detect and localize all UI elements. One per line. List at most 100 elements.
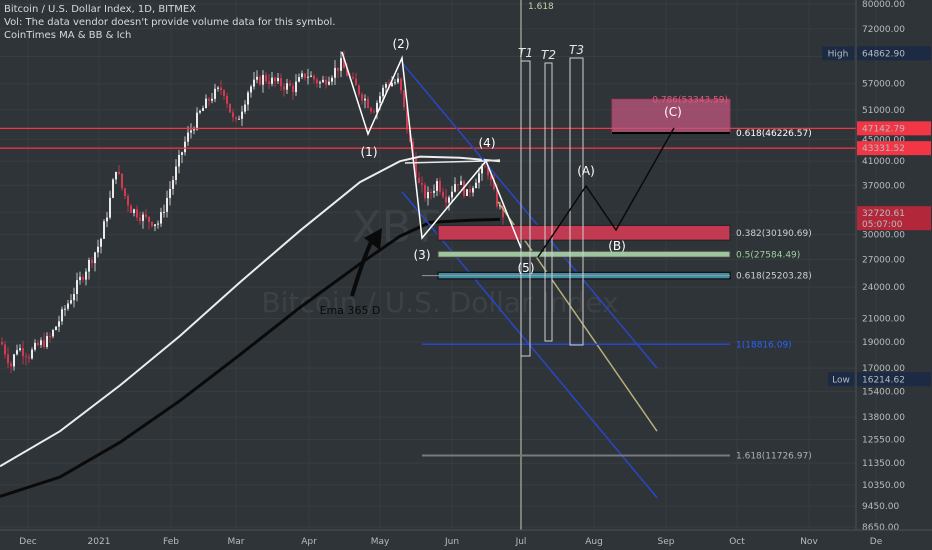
price-badge — [857, 46, 931, 61]
annotation-arrow-head — [364, 228, 382, 250]
price-axis[interactable]: 80000.0072000.0064000.0057000.0051000.00… — [822, 0, 931, 533]
candle-body — [328, 81, 330, 85]
time-axis[interactable]: Dec 2021 Feb Mar Apr May Jun Jul Aug Sep Oct Nov De — [0, 529, 932, 547]
candle-body — [190, 130, 192, 133]
candle-body — [148, 216, 150, 222]
candle-body — [16, 350, 18, 355]
candle-body — [454, 184, 456, 192]
candle-body — [52, 330, 54, 337]
time-tick-label: Feb — [163, 537, 179, 547]
candle-body — [319, 82, 321, 84]
candle-body — [109, 197, 111, 218]
candle-body — [7, 354, 9, 364]
annotation-arrow-shaft — [350, 239, 374, 297]
candle-body — [61, 309, 63, 322]
candle-body — [1, 341, 3, 345]
candle-body — [169, 188, 171, 198]
candle-body — [139, 217, 141, 221]
candle-body — [121, 173, 123, 189]
candle-body — [19, 348, 21, 351]
volume-note: Vol: The data vendor doesn't provide vol… — [4, 17, 336, 28]
candle-body — [154, 224, 156, 227]
candle-body — [439, 181, 441, 192]
candle-body — [358, 85, 360, 95]
candle-body — [391, 83, 393, 87]
candle-body — [175, 166, 177, 181]
ema-annotation-label: Ema 365 D — [320, 304, 381, 317]
candle-body — [166, 197, 168, 212]
candle-body — [310, 75, 312, 77]
candle-body — [496, 188, 498, 207]
candle-body — [277, 77, 279, 82]
candle-body — [397, 78, 399, 83]
time-box-label: T2 — [541, 48, 556, 62]
candle-body — [466, 189, 468, 196]
candle-body — [100, 238, 102, 247]
candle-body — [301, 73, 303, 78]
price-tick-label: 21000.00 — [862, 314, 905, 324]
candle-body — [157, 223, 159, 225]
candle-body — [88, 259, 90, 272]
candle-body — [142, 214, 144, 221]
price-tick-label: 80000.00 — [862, 0, 905, 10]
candle-body — [415, 158, 417, 178]
time-tick-label: 2021 — [88, 537, 111, 547]
candle-body — [502, 204, 504, 218]
price-badge-value: 43331.52 — [862, 144, 905, 154]
candle-body — [295, 81, 297, 93]
candle-body — [235, 117, 237, 120]
candle-body — [394, 82, 396, 84]
candle-body — [70, 300, 72, 304]
candle-body — [94, 252, 96, 264]
price-tick-label: 37000.00 — [862, 181, 905, 191]
candle-body — [337, 67, 339, 71]
candle-body — [316, 79, 318, 84]
fib-level-label: 0.618(25203.28) — [736, 272, 812, 282]
elliott-wave-line — [341, 51, 522, 249]
fib-zone-05 — [437, 250, 731, 258]
price-tick-label: 30000.00 — [862, 231, 905, 241]
candle-body — [133, 209, 135, 213]
candle-body — [91, 259, 93, 264]
candle-body — [136, 209, 138, 218]
fib-level-label: 0.786(53343.59) — [652, 95, 728, 105]
candle-body — [364, 98, 366, 101]
candle-body — [487, 166, 489, 176]
price-badge-value: 64862.90 — [862, 49, 905, 59]
candle-body — [445, 196, 447, 203]
candle-body — [256, 76, 258, 80]
white-moving-average — [0, 155, 501, 468]
candle-body — [79, 276, 81, 281]
candle-body — [145, 214, 147, 217]
price-tick-label: 10350.00 — [862, 481, 905, 491]
candle-body — [97, 246, 99, 253]
candle-body — [40, 340, 42, 345]
candle-body — [181, 152, 183, 155]
candle-body — [289, 83, 291, 86]
time-box-label: T3 — [569, 43, 584, 57]
candle-body — [340, 58, 342, 71]
price-tick-label: 45000.00 — [862, 135, 905, 145]
candle-body — [373, 111, 375, 113]
price-badge — [857, 121, 931, 136]
candle-body — [229, 103, 231, 113]
candle-body — [64, 308, 66, 310]
candle-body — [460, 181, 462, 185]
wave-label: (B) — [608, 239, 626, 253]
candle-body — [220, 87, 222, 91]
candle-body — [106, 217, 108, 222]
candle-body — [118, 171, 120, 174]
candle-body — [208, 98, 210, 101]
candle-body — [259, 76, 261, 85]
candle-body — [115, 171, 117, 180]
candle-body — [379, 96, 381, 103]
candle-body — [160, 212, 162, 224]
price-badge-countdown: 05:07:00 — [862, 220, 903, 230]
candle-body — [73, 294, 75, 301]
candle-body — [274, 77, 276, 82]
candle-body — [400, 78, 402, 91]
candle-body — [262, 74, 264, 85]
candle-body — [85, 271, 87, 280]
candle-body — [406, 107, 408, 130]
